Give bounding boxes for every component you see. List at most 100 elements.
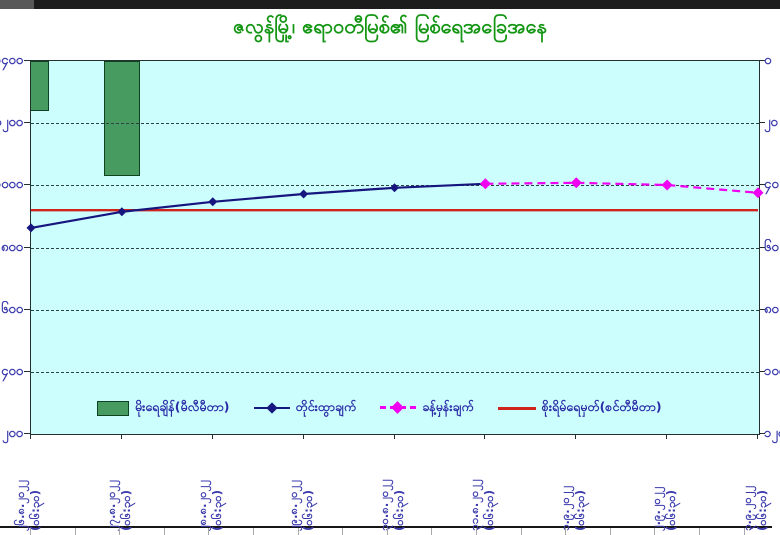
- right-axis-tick-label: ၀: [764, 53, 772, 68]
- right-axis-tick: [759, 370, 765, 372]
- measured-line: [30, 182, 486, 229]
- measured-line-swatch-icon: [253, 402, 290, 414]
- x-axis-tick: [393, 434, 395, 439]
- measured-point: [26, 223, 36, 233]
- x-axis-tick: [302, 434, 304, 439]
- table-column-separator: [476, 528, 477, 535]
- right-axis-tick: [759, 308, 765, 310]
- forecast-point: [570, 177, 582, 189]
- table-column-separator: [386, 528, 388, 535]
- x-axis-tick: [575, 434, 577, 439]
- right-axis-tick-label: ၁၂၀: [764, 426, 780, 441]
- window-top-edge: [0, 0, 780, 9]
- x-axis-label-text: ၃.၉.၂၀၂၂ (၀၆:၃၀): [740, 485, 769, 531]
- x-axis-label: ၃၀.၈.၂၀၂၂ (၀၆:၃၀): [377, 441, 411, 533]
- x-axis-tick: [757, 434, 758, 439]
- right-axis-tick-label: ၈၀: [764, 301, 779, 317]
- table-column-separator: [609, 528, 611, 535]
- legend-label-measured: တိုင်းထွာချက်: [295, 398, 357, 414]
- gridline: [31, 123, 759, 125]
- x-axis-label: ၃.၉.၂၀၂၂ (၀၆:၃၀): [740, 441, 774, 533]
- gridline: [31, 247, 759, 249]
- left-axis-tick-label: ၁၂၀၀: [0, 115, 23, 131]
- rainfall-bar: [31, 61, 49, 111]
- right-axis-tick: [759, 184, 765, 186]
- left-axis-tick: [24, 246, 30, 248]
- x-axis-label-text: ၂.၉.၂၀၂၂ (၀၆:၃၀): [649, 486, 679, 531]
- table-column-separator: [565, 528, 567, 535]
- x-axis-label: ၂၉.၈.၂၀၂၂ (၀၆:၃၀): [286, 441, 320, 533]
- x-axis-label: ၂၆.၈.၂၀၂၂ (၀၆:၃၀): [13, 441, 47, 533]
- table-column-separator: [119, 528, 121, 535]
- x-axis-tick: [211, 434, 213, 439]
- x-axis-label-text: ၁.၉.၂၀၂၂ (၀၆:၃၀): [558, 485, 588, 531]
- chart-series-svg: [26, 177, 764, 233]
- x-axis-tick: [484, 434, 486, 439]
- left-axis-tick-label: ၆၀၀: [1, 301, 23, 317]
- chart-legend: မိုးရေချိန်(မီလီမီတာ) တိုင်းထွာချက် ခန့်…: [61, 397, 780, 419]
- table-column-separator: [253, 528, 254, 535]
- legend-label-rainfall: မိုးရေချိန်(မီလီမီတာ): [135, 398, 230, 414]
- x-axis-tick: [666, 434, 668, 439]
- left-axis-tick: [24, 122, 30, 124]
- x-axis-label: ၂၈.၈.၂၀၂၂ (၀၆:၃၀): [195, 441, 229, 533]
- x-axis-label-text: ၂၉.၈.၂၀၂၂ (၀၆:၃၀): [285, 480, 315, 531]
- x-axis-label-text: ၂၇.၈.၂၀၂၂ (၀၆:၃၀): [103, 480, 133, 531]
- table-column-separator: [163, 528, 165, 535]
- x-axis-tick: [30, 434, 31, 439]
- left-axis-tick: [24, 184, 30, 186]
- rainfall-bar: [103, 61, 140, 176]
- forecast-point: [479, 178, 491, 190]
- table-column-separator: [30, 528, 31, 535]
- forecast-point: [752, 187, 764, 199]
- left-axis-tick-label: ၄၀၀: [1, 363, 23, 379]
- forecast-point: [661, 179, 673, 191]
- x-axis-label: ၃၁.၈.၂၀၂၂ (၀၆:၃၀): [467, 441, 501, 533]
- left-axis-tick-label: ၈၀၀: [0, 239, 23, 255]
- gridline: [31, 371, 759, 373]
- right-axis-tick-label: ၄၀: [764, 177, 779, 193]
- right-axis-tick-label: ၁၀၀: [764, 363, 780, 379]
- rainfall-bar-swatch-icon: [97, 400, 129, 416]
- right-axis-tick: [759, 433, 765, 434]
- right-axis-tick-label: ၆၀: [764, 239, 779, 255]
- legend-item-danger-level: စိုးရိမ်ရေမှတ်(စင်တီမီတာ): [497, 398, 662, 418]
- forecast-line: [485, 181, 759, 194]
- right-axis-tick: [759, 60, 765, 61]
- plot-area: မိုးရေချိန်(မီလီမီတာ) တိုင်းထွာချက် ခန့်…: [26, 60, 764, 435]
- measured-point: [208, 197, 218, 207]
- table-column-separator: [699, 528, 700, 535]
- window-top-edge-highlight: [0, 0, 34, 9]
- table-top-border: [0, 526, 772, 528]
- right-axis-tick: [759, 246, 765, 248]
- left-axis-tick-label: ၁၀၀၀: [0, 177, 23, 193]
- legend-item-rainfall: မိုးရေချိန်(မီလီမီတာ): [97, 399, 230, 418]
- left-axis-tick: [24, 60, 30, 61]
- x-axis-label-text: ၂၈.၈.၂၀၂၂ (၀၆:၃၀): [194, 480, 224, 531]
- table-column-separator: [297, 528, 299, 535]
- left-axis-tick: [24, 308, 30, 310]
- x-axis-label: ၂၇.၈.၂၀၂၂ (၀၆:၃၀): [104, 441, 138, 533]
- right-axis-tick: [759, 122, 765, 124]
- legend-label-danger-level: စိုးရိမ်ရေမှတ်(စင်တီမီတာ): [541, 398, 662, 414]
- table-column-separator: [342, 528, 344, 535]
- table-column-separator: [208, 528, 210, 535]
- forecast-line-swatch-icon: [380, 401, 417, 414]
- x-axis-label-text: ၃၁.၈.၂၀၂၂ (၀၆:၃၀): [467, 479, 497, 531]
- measured-point: [299, 189, 309, 199]
- left-axis-tick: [24, 370, 30, 372]
- x-axis-tick: [120, 434, 122, 439]
- left-axis-tick-label: ၁၄၀၀: [0, 53, 23, 68]
- legend-label-forecast: ခန့်မှန်းချက်: [422, 398, 474, 414]
- measured-point: [390, 183, 399, 193]
- legend-item-forecast: ခန့်မှန်းချက်: [380, 399, 474, 418]
- left-axis-tick-label: ၂၀၀: [1, 426, 23, 441]
- legend-item-measured: တိုင်းထွာချက်: [253, 398, 357, 418]
- x-axis-label: ၂.၉.၂၀၂၂ (၀၆:၃၀): [649, 441, 683, 533]
- danger-line-swatch-icon: [497, 406, 536, 410]
- x-axis-label: ၁.၉.၂၀၂၂ (၀၆:၃၀): [558, 441, 592, 533]
- measured-point: [117, 207, 127, 217]
- left-axis-tick: [24, 433, 30, 434]
- table-column-separator: [431, 528, 433, 535]
